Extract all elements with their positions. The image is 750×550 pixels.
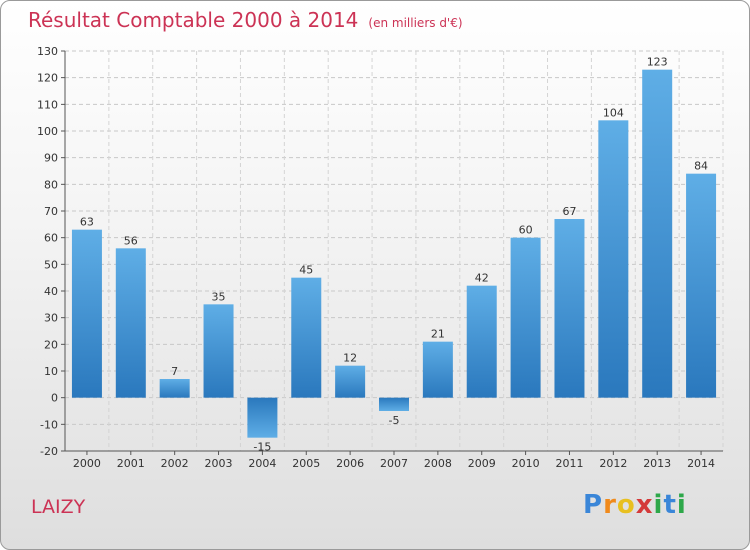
place-name: LAIZY — [31, 496, 86, 518]
y-tick-label: 50 — [44, 258, 58, 271]
x-tick-label: 2003 — [205, 457, 233, 470]
bars — [71, 69, 717, 438]
logo-letter: r — [603, 490, 617, 520]
x-tick-label: 2012 — [599, 457, 627, 470]
x-tick-label: 2008 — [424, 457, 452, 470]
y-tick-label: 0 — [51, 392, 58, 405]
bar-2002 — [159, 379, 190, 398]
y-tick-label: 110 — [37, 98, 58, 111]
bar-2013 — [642, 69, 673, 398]
value-label: 35 — [212, 290, 226, 303]
bar-2007 — [379, 397, 409, 411]
x-tick-label: 2009 — [468, 457, 496, 470]
x-tick-label: 2013 — [643, 457, 671, 470]
value-label: 67 — [562, 205, 576, 218]
bar-2009 — [466, 285, 497, 398]
bar-2003 — [203, 304, 234, 398]
y-tick-label: 80 — [44, 178, 58, 191]
bar-2001 — [115, 248, 146, 398]
value-labels: 63 56 7 35 -15 45 12 -5 21 42 60 67 104 123 84 — [80, 56, 708, 454]
axes: -20 -10 0 10 20 30 40 50 60 70 80 90 100 110 120 130 200… — [37, 45, 723, 470]
logo-letter: i — [653, 490, 664, 520]
value-label: 63 — [80, 216, 94, 229]
y-tick-label: 60 — [44, 232, 58, 245]
bar-2010 — [510, 237, 541, 398]
y-tick-label: 70 — [44, 205, 58, 218]
value-label: 56 — [124, 234, 138, 247]
value-label: -15 — [253, 441, 271, 454]
value-label: 21 — [431, 328, 445, 341]
x-tick-label: 2004 — [248, 457, 276, 470]
value-label: 7 — [171, 365, 178, 378]
logo-letter: i — [676, 490, 687, 520]
y-tick-label: 130 — [37, 45, 58, 58]
y-tick-label: 40 — [44, 285, 58, 298]
x-tick-label: 2011 — [555, 457, 583, 470]
logo-letter: P — [583, 490, 604, 520]
x-tick-label: 2014 — [687, 457, 715, 470]
x-tick-label: 2005 — [292, 457, 320, 470]
value-label: 123 — [647, 56, 668, 69]
y-tick-label: 10 — [44, 365, 58, 378]
y-tick-label: 120 — [37, 72, 58, 85]
chart-title: Résultat Comptable 2000 à 2014 (en millie… — [28, 8, 463, 32]
value-label: 104 — [603, 106, 624, 119]
logo-letter: o — [616, 490, 636, 520]
x-tick-label: 2002 — [161, 457, 189, 470]
bar-2006 — [335, 365, 366, 398]
chart-subtitle: (en milliers d'€) — [368, 16, 463, 30]
proxiti-logo: Proxiti — [583, 490, 687, 520]
y-tick-label: 30 — [44, 312, 58, 325]
x-tick-label: 2000 — [73, 457, 101, 470]
value-label: 42 — [475, 272, 489, 285]
bar-2004 — [247, 397, 278, 438]
chart-title-text: Résultat Comptable 2000 à 2014 — [28, 8, 359, 32]
x-tick-label: 2001 — [117, 457, 145, 470]
value-label: -5 — [389, 414, 400, 427]
value-label: 84 — [694, 160, 708, 173]
bar-2008 — [422, 341, 453, 398]
bar-2014 — [686, 173, 717, 398]
bar-2000 — [71, 229, 102, 398]
y-tick-label: 90 — [44, 152, 58, 165]
y-tick-label: -20 — [40, 445, 58, 458]
bar-2011 — [554, 219, 585, 398]
x-tick-label: 2010 — [512, 457, 540, 470]
y-tick-label: -10 — [40, 418, 58, 431]
value-label: 45 — [299, 264, 313, 277]
logo-letter: t — [663, 490, 677, 520]
bar-2005 — [291, 277, 322, 398]
x-tick-label: 2007 — [380, 457, 408, 470]
value-label: 12 — [343, 352, 357, 365]
logo-letter: x — [635, 490, 654, 520]
bar-2012 — [598, 120, 629, 398]
y-tick-label: 100 — [37, 125, 58, 138]
value-label: 60 — [519, 224, 533, 237]
x-tick-label: 2006 — [336, 457, 364, 470]
y-tick-label: 20 — [44, 338, 58, 351]
